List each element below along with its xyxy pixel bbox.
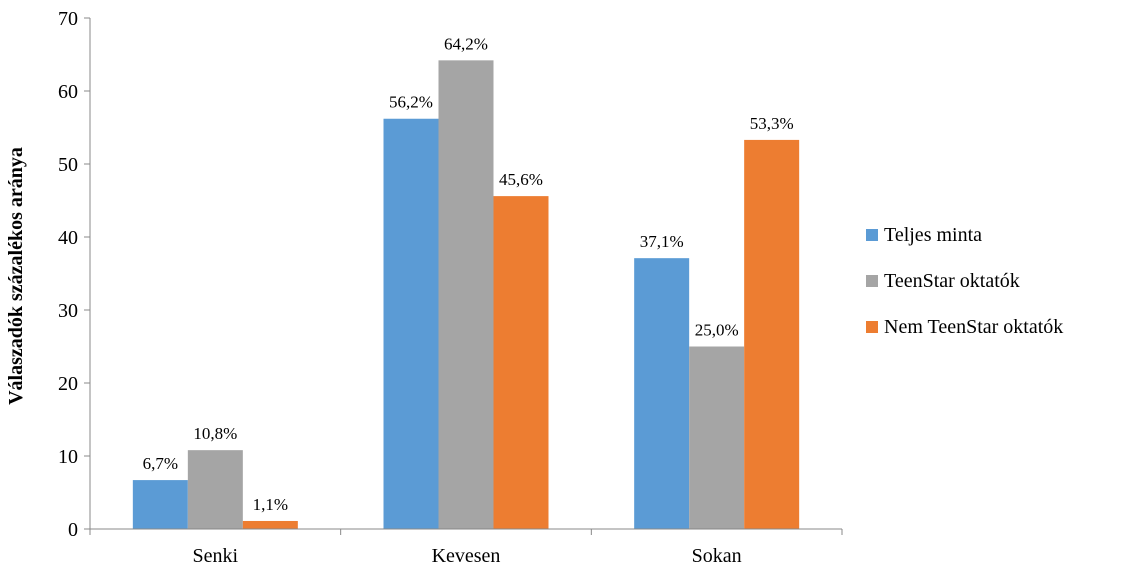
bar-series — [132, 60, 800, 530]
legend-swatch — [866, 275, 878, 287]
legend-swatch — [866, 229, 878, 241]
legend-label: TeenStar oktatók — [884, 269, 1020, 292]
legend-label: Teljes minta — [884, 223, 983, 246]
legend: Teljes minta TeenStar oktatók Nem TeenSt… — [866, 223, 1064, 363]
axes — [89, 18, 842, 530]
legend-swatch — [866, 321, 878, 333]
legend-item-nem-teenstar-oktatok: Nem TeenStar oktatók — [866, 315, 1064, 338]
x-tick-label: Kevesen — [432, 545, 501, 567]
bar — [493, 196, 549, 529]
bar — [187, 450, 243, 529]
y-tick-label: 20 — [58, 373, 78, 395]
y-tick-label: 30 — [58, 300, 78, 322]
data-label: 56,2% — [389, 93, 433, 112]
legend-item-teljes-minta: Teljes minta — [866, 223, 1063, 246]
data-labels: 6,7% 10,8% 1,1% 56,2% 64,2% 45,6% 37,1% 25,0% 53… — [143, 34, 794, 514]
legend-label: Nem TeenStar oktatók — [884, 315, 1064, 338]
y-tick-label: 0 — [68, 519, 78, 541]
x-tick-label: Senki — [193, 545, 239, 567]
bar — [634, 258, 690, 529]
bar — [744, 139, 800, 529]
bar — [242, 520, 298, 529]
data-label: 6,7% — [143, 454, 178, 473]
data-label: 45,6% — [499, 170, 543, 189]
y-tick-label: 50 — [58, 154, 78, 176]
y-tick-label: 60 — [58, 81, 78, 103]
y-axis-ticks: 0 10 20 30 40 50 60 70 — [58, 8, 90, 541]
y-tick-label: 40 — [58, 227, 78, 249]
data-label: 53,3% — [750, 114, 794, 133]
data-label: 25,0% — [695, 321, 739, 340]
x-axis-ticks: Senki Kevesen Sokan — [89, 529, 843, 567]
bar — [689, 346, 745, 529]
bar — [132, 480, 188, 529]
legend-item-teenstar-oktatok: TeenStar oktatók — [866, 269, 1063, 292]
data-label: 64,2% — [444, 34, 488, 53]
y-axis-label: Válaszadók százalékos aránya — [5, 147, 27, 405]
x-tick-label: Sokan — [692, 545, 742, 567]
data-label: 10,8% — [193, 424, 237, 443]
y-tick-label: 10 — [58, 446, 78, 468]
bar — [383, 118, 439, 530]
data-label: 1,1% — [253, 495, 288, 514]
y-tick-label: 70 — [58, 8, 78, 30]
bar — [438, 60, 494, 530]
data-label: 37,1% — [640, 232, 684, 251]
